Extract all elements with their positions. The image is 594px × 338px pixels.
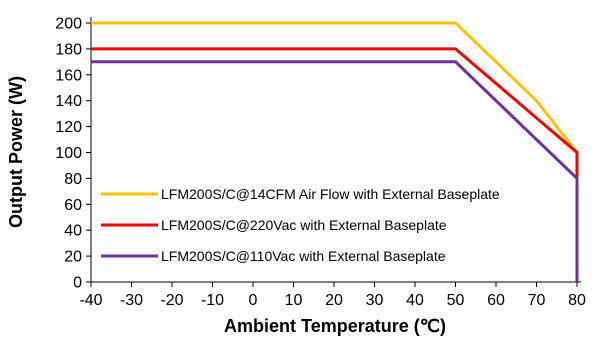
- y-tick-label: 180: [55, 41, 82, 58]
- series-line-3: [91, 60, 579, 282]
- legend: LFM200S/C@14CFM Air Flow with External B…: [101, 186, 500, 264]
- y-tick-label: 140: [55, 93, 82, 110]
- y-tick-label: 100: [55, 145, 82, 162]
- y-tick-label: 60: [64, 197, 82, 214]
- y-tick-label: 20: [64, 249, 82, 266]
- series-line-2: [91, 47, 579, 179]
- x-tick-label: 10: [285, 292, 303, 309]
- x-tick-label: 60: [487, 292, 505, 309]
- x-tick-label: -10: [201, 292, 224, 309]
- y-tick-label: 160: [55, 67, 82, 84]
- y-axis-title: Output Power (W): [6, 76, 26, 228]
- x-axis-title: Ambient Temperature (℃): [224, 316, 446, 336]
- legend-label-2: LFM200S/C@220Vac with External Baseplate: [161, 217, 447, 233]
- x-tick-label: -40: [79, 292, 102, 309]
- x-tick-label: 40: [406, 292, 424, 309]
- x-tick-label: 80: [568, 292, 586, 309]
- x-tick-label: 70: [528, 292, 546, 309]
- y-tick-label: 200: [55, 16, 82, 33]
- axes: 0 20 40 60 80 100 120 140 160 180 200 -40 -30 -20 -10 0…: [55, 16, 586, 310]
- x-tick-label: 50: [447, 292, 465, 309]
- x-tick-label: 0: [249, 292, 258, 309]
- y-tick-label: 40: [64, 223, 82, 240]
- y-tick-label: 80: [64, 171, 82, 188]
- y-tick-label: 0: [73, 275, 82, 292]
- legend-label-3: LFM200S/C@110Vac with External Baseplate: [161, 248, 446, 264]
- legend-label-1: LFM200S/C@14CFM Air Flow with External B…: [161, 186, 500, 202]
- x-tick-label: -20: [160, 292, 183, 309]
- series-line-1: [91, 21, 579, 154]
- x-tick-label: -30: [120, 292, 143, 309]
- y-tick-label: 120: [55, 119, 82, 136]
- x-tick-label: 30: [366, 292, 384, 309]
- x-tick-label: 20: [325, 292, 343, 309]
- series-lines: [91, 21, 579, 282]
